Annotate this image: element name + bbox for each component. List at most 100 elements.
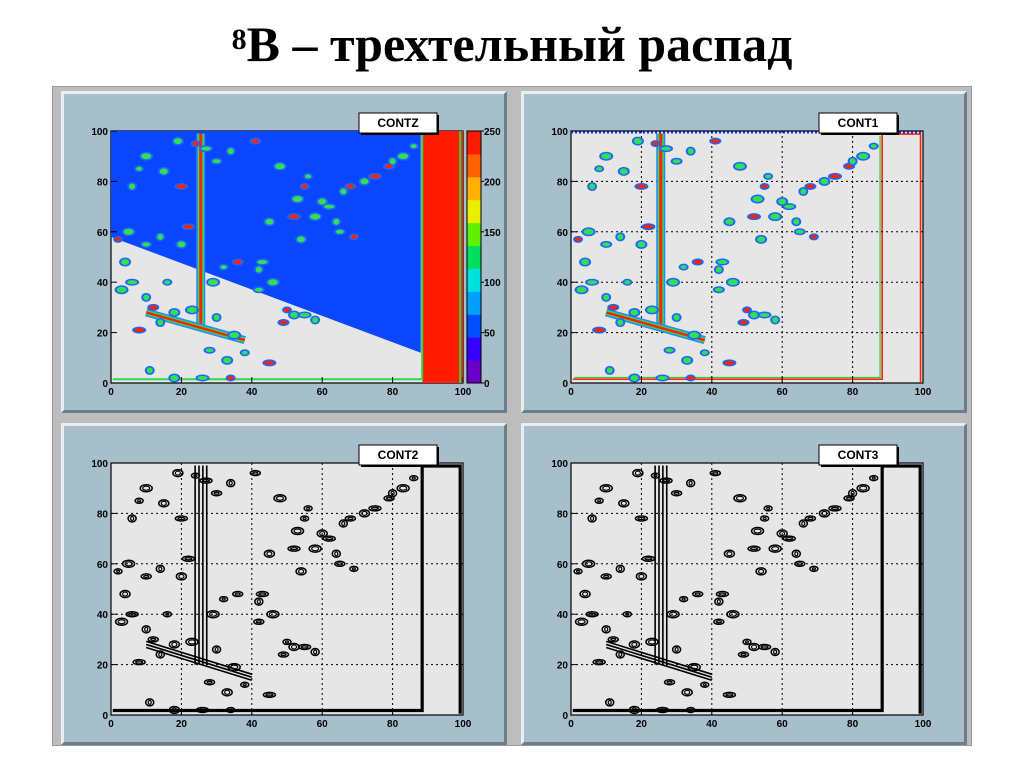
cluster-contour	[670, 489, 683, 497]
cluster-contour	[733, 494, 747, 503]
cluster-contour	[322, 535, 336, 542]
cluster-contour	[661, 479, 671, 483]
cluster-contour	[175, 572, 188, 581]
cluster-contour	[718, 592, 727, 596]
cluster-contour	[124, 561, 133, 567]
cluster-inner	[297, 236, 306, 243]
cluster-contour	[607, 636, 619, 643]
y-tick-label: 0	[562, 379, 568, 390]
y-tick-label: 40	[557, 278, 569, 289]
cluster-contour	[577, 619, 586, 625]
cluster-contour	[715, 590, 730, 598]
cluster-contour	[821, 510, 828, 517]
cluster-contour	[331, 549, 342, 558]
cluster-contour	[750, 526, 765, 536]
cluster-contour	[370, 506, 380, 510]
cluster-inner	[251, 139, 260, 144]
x-tick-label: 20	[636, 387, 648, 398]
cluster-contour	[666, 680, 673, 684]
x-tick-label: 0	[108, 719, 114, 730]
cluster-inner	[601, 153, 612, 160]
cluster-contour	[172, 468, 184, 478]
colorbar-segment	[467, 337, 481, 361]
cluster-contour	[341, 520, 346, 527]
cluster-contour	[290, 526, 305, 536]
cluster-contour	[634, 515, 649, 522]
cluster-contour	[573, 568, 583, 575]
cluster-inner	[370, 174, 380, 179]
cluster-contour	[794, 560, 806, 568]
cluster-contour	[856, 483, 870, 493]
cluster-contour	[303, 505, 313, 512]
cluster-contour	[681, 688, 693, 697]
cluster-contour	[121, 559, 136, 569]
cluster-contour	[336, 562, 343, 566]
cluster-inner	[116, 286, 127, 293]
x-tick-label: 80	[847, 387, 859, 398]
cluster-contour	[742, 638, 752, 646]
cluster-contour	[847, 488, 858, 498]
colorbar-segment	[467, 314, 481, 338]
ridge-contour	[605, 643, 713, 678]
cluster-contour	[592, 658, 606, 666]
plot-frame	[110, 462, 464, 716]
x-tick-label: 100	[915, 719, 932, 730]
cluster-inner	[727, 279, 738, 286]
cluster-contour	[771, 546, 780, 552]
cluster-contour	[830, 506, 840, 510]
cluster-inner	[410, 144, 417, 149]
cluster-contour	[115, 569, 121, 573]
cluster-inner	[806, 184, 815, 189]
cluster-inner	[725, 218, 734, 225]
pad-cont3[interactable]: 0 20 40 60 80 100 0 20 40 60 80 100 CONT3	[521, 423, 967, 745]
cluster-inner	[711, 139, 720, 144]
cluster-contour	[171, 641, 178, 648]
cluster-contour	[753, 528, 762, 534]
cluster-contour	[809, 565, 819, 573]
pad-contz[interactable]: 0 20 40 60 80 100 0 20 40 60 80 100 CONTZ 0 50 100 150 20…	[61, 91, 507, 413]
cluster-inner	[693, 260, 702, 265]
x-tick-label: 0	[108, 387, 114, 398]
cluster-contour	[140, 573, 152, 580]
y-tick-label: 20	[97, 329, 109, 340]
y-tick-label: 0	[102, 379, 108, 390]
cluster-contour	[757, 643, 772, 651]
cluster-contour	[628, 705, 641, 715]
cluster-contour	[344, 515, 357, 522]
cluster-inner	[305, 174, 312, 179]
cluster-contour	[399, 485, 408, 491]
cluster-contour	[142, 485, 151, 491]
cluster-contour	[587, 514, 597, 523]
cluster-contour	[763, 505, 773, 512]
colorbar-tick-label: 250	[484, 127, 501, 138]
plot-svg: 0 20 40 60 80 100 0 20 40 60 80 100 CONTZ 0 50 100 150 20…	[91, 112, 501, 398]
cluster-contour	[297, 568, 305, 574]
cluster-inner	[164, 280, 171, 285]
cluster-inner	[398, 153, 409, 160]
cluster-contour	[290, 644, 298, 650]
cluster-contour	[155, 650, 166, 659]
x-tick-label: 100	[915, 387, 932, 398]
colorbar-segment	[467, 153, 481, 178]
y-tick-label: 60	[97, 228, 109, 239]
cluster-contour	[144, 698, 155, 707]
cluster-contour	[726, 609, 740, 619]
x-tick-label: 20	[176, 387, 188, 398]
cluster-contour	[351, 567, 356, 571]
cluster-inner	[324, 204, 335, 209]
cluster-contour	[610, 637, 617, 641]
panel-title: CONT2	[378, 448, 419, 462]
cluster-inner	[858, 153, 869, 160]
pad-cont2[interactable]: 0 20 40 60 80 100 0 20 40 60 80 100 CONT2	[61, 423, 507, 745]
cluster-inner	[687, 375, 694, 380]
cluster-inner	[668, 279, 679, 286]
cluster-inner	[602, 242, 611, 247]
cluster-contour	[755, 567, 767, 576]
cluster-inner	[636, 184, 647, 189]
cluster-inner	[624, 280, 631, 285]
cluster-inner	[129, 183, 136, 190]
cluster-contour	[158, 499, 170, 508]
cluster-inner	[680, 265, 687, 270]
cluster-inner	[201, 146, 212, 151]
pad-cont1[interactable]: 0 20 40 60 80 100 0 20 40 60 80 100 CONT1	[521, 91, 967, 413]
